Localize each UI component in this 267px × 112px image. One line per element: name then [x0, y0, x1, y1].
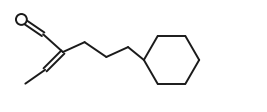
Circle shape: [16, 15, 27, 26]
